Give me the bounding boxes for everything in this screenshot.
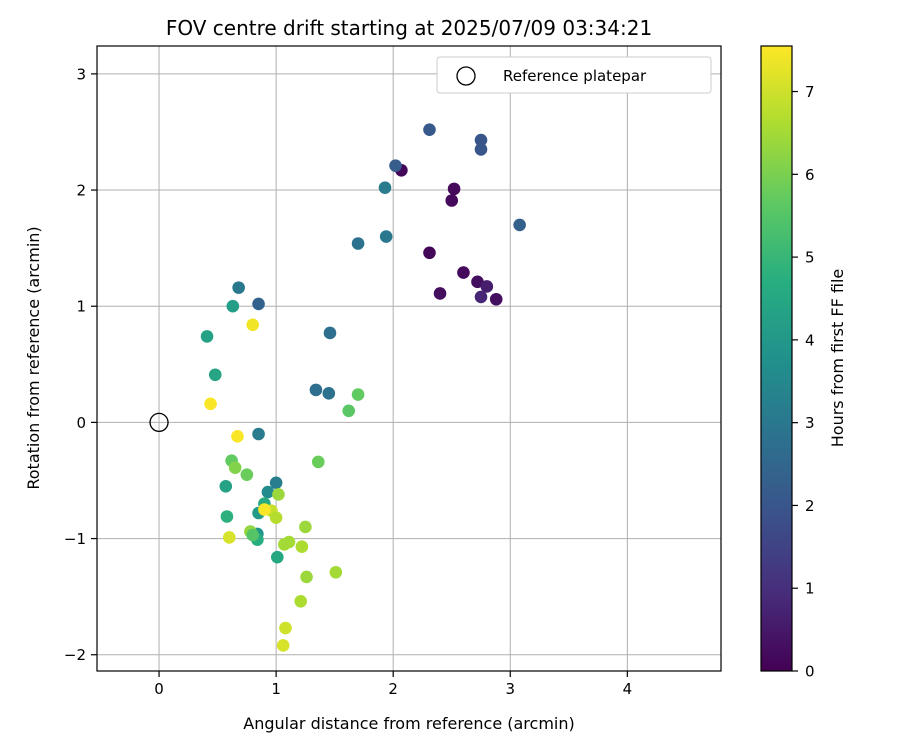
y-axis-label: Rotation from reference (arcmin) bbox=[24, 226, 43, 489]
data-point bbox=[480, 280, 494, 293]
data-point bbox=[269, 476, 283, 490]
x-tick-label: 2 bbox=[388, 680, 398, 698]
y-tick-label: 0 bbox=[76, 414, 86, 432]
colorbar-tick-label: 3 bbox=[805, 414, 815, 432]
grid bbox=[97, 46, 721, 671]
data-point bbox=[252, 297, 265, 311]
legend-marker bbox=[456, 66, 476, 86]
data-point bbox=[513, 218, 526, 232]
y-tick-label: 3 bbox=[76, 65, 86, 83]
data-point bbox=[423, 246, 436, 260]
data-point bbox=[246, 528, 260, 542]
y-axis-ticks: −2 −1 0 1 2 3 bbox=[64, 65, 97, 664]
data-point bbox=[474, 133, 488, 147]
data-point bbox=[228, 461, 242, 475]
data-point bbox=[299, 520, 312, 534]
y-tick-label: 2 bbox=[76, 182, 86, 200]
legend-box bbox=[436, 56, 712, 94]
y-tick-label: −2 bbox=[64, 646, 86, 664]
data-point bbox=[351, 237, 365, 250]
data-point bbox=[379, 230, 393, 243]
data-point bbox=[282, 535, 296, 549]
data-point bbox=[342, 404, 356, 418]
colorbar-label: Hours from first FF file bbox=[828, 269, 847, 448]
colorbar-tick-label: 2 bbox=[805, 497, 815, 515]
data-point bbox=[204, 397, 217, 411]
data-point bbox=[272, 488, 285, 501]
data-point bbox=[311, 455, 325, 469]
data-point bbox=[232, 281, 245, 294]
x-tick-label: 3 bbox=[505, 680, 515, 698]
data-point bbox=[208, 368, 222, 382]
colorbar: 0 1 2 3 4 5 6 7 Hours from first FF file bbox=[760, 45, 847, 681]
data-point bbox=[378, 181, 392, 195]
x-tick-label: 4 bbox=[623, 680, 633, 698]
data-point bbox=[226, 299, 240, 313]
data-point bbox=[351, 388, 365, 401]
colorbar-gradient bbox=[760, 45, 793, 672]
data-point bbox=[423, 123, 436, 136]
data-point bbox=[489, 292, 503, 306]
chart-title: FOV centre drift starting at 2025/07/09 … bbox=[166, 16, 652, 40]
plot-area: 0 1 2 3 4 −2 −1 0 1 2 3 bbox=[64, 45, 722, 698]
colorbar-tick-label: 7 bbox=[805, 83, 815, 101]
x-tick-label: 0 bbox=[154, 680, 164, 698]
x-tick-label: 1 bbox=[271, 680, 281, 698]
colorbar-tick-label: 4 bbox=[805, 331, 815, 349]
data-point bbox=[269, 511, 283, 524]
data-point bbox=[329, 565, 343, 579]
data-point bbox=[270, 550, 284, 564]
data-point bbox=[240, 468, 254, 481]
plot-frame bbox=[96, 45, 722, 672]
data-point bbox=[471, 275, 484, 289]
data-point bbox=[219, 479, 233, 493]
data-point bbox=[433, 287, 447, 300]
data-point bbox=[309, 383, 323, 397]
data-point bbox=[294, 594, 308, 608]
data-point bbox=[300, 570, 313, 584]
colorbar-tick-label: 5 bbox=[805, 249, 815, 267]
colorbar-tick-label: 6 bbox=[805, 166, 815, 184]
data-point bbox=[323, 326, 337, 340]
colorbar-tick-label: 0 bbox=[805, 663, 815, 681]
data-point bbox=[246, 318, 260, 332]
y-tick-label: −1 bbox=[64, 530, 86, 548]
data-point bbox=[474, 290, 488, 304]
legend-label: Reference platepar bbox=[503, 67, 647, 85]
data-point bbox=[445, 194, 459, 207]
data-point bbox=[447, 182, 461, 196]
colorbar-ticks: 0 1 2 3 4 5 6 7 bbox=[792, 83, 815, 681]
data-point bbox=[295, 540, 309, 553]
data-point bbox=[389, 159, 402, 172]
data-points bbox=[200, 123, 526, 652]
y-tick-label: 1 bbox=[76, 298, 86, 316]
data-point bbox=[258, 503, 271, 516]
data-point bbox=[474, 143, 488, 156]
data-point bbox=[457, 266, 470, 279]
x-axis-ticks: 0 1 2 3 4 bbox=[154, 671, 632, 698]
colorbar-tick-label: 1 bbox=[805, 580, 815, 598]
x-axis-label: Angular distance from reference (arcmin) bbox=[243, 714, 574, 733]
legend: Reference platepar bbox=[436, 56, 712, 94]
data-point bbox=[200, 330, 214, 343]
data-point bbox=[252, 427, 265, 441]
reference-platepar-marker bbox=[149, 412, 169, 433]
data-point bbox=[220, 510, 234, 523]
data-point bbox=[231, 430, 244, 443]
data-point bbox=[261, 485, 275, 499]
data-point bbox=[322, 387, 336, 400]
data-point bbox=[279, 621, 292, 635]
data-point bbox=[276, 639, 290, 652]
data-point bbox=[222, 531, 236, 544]
